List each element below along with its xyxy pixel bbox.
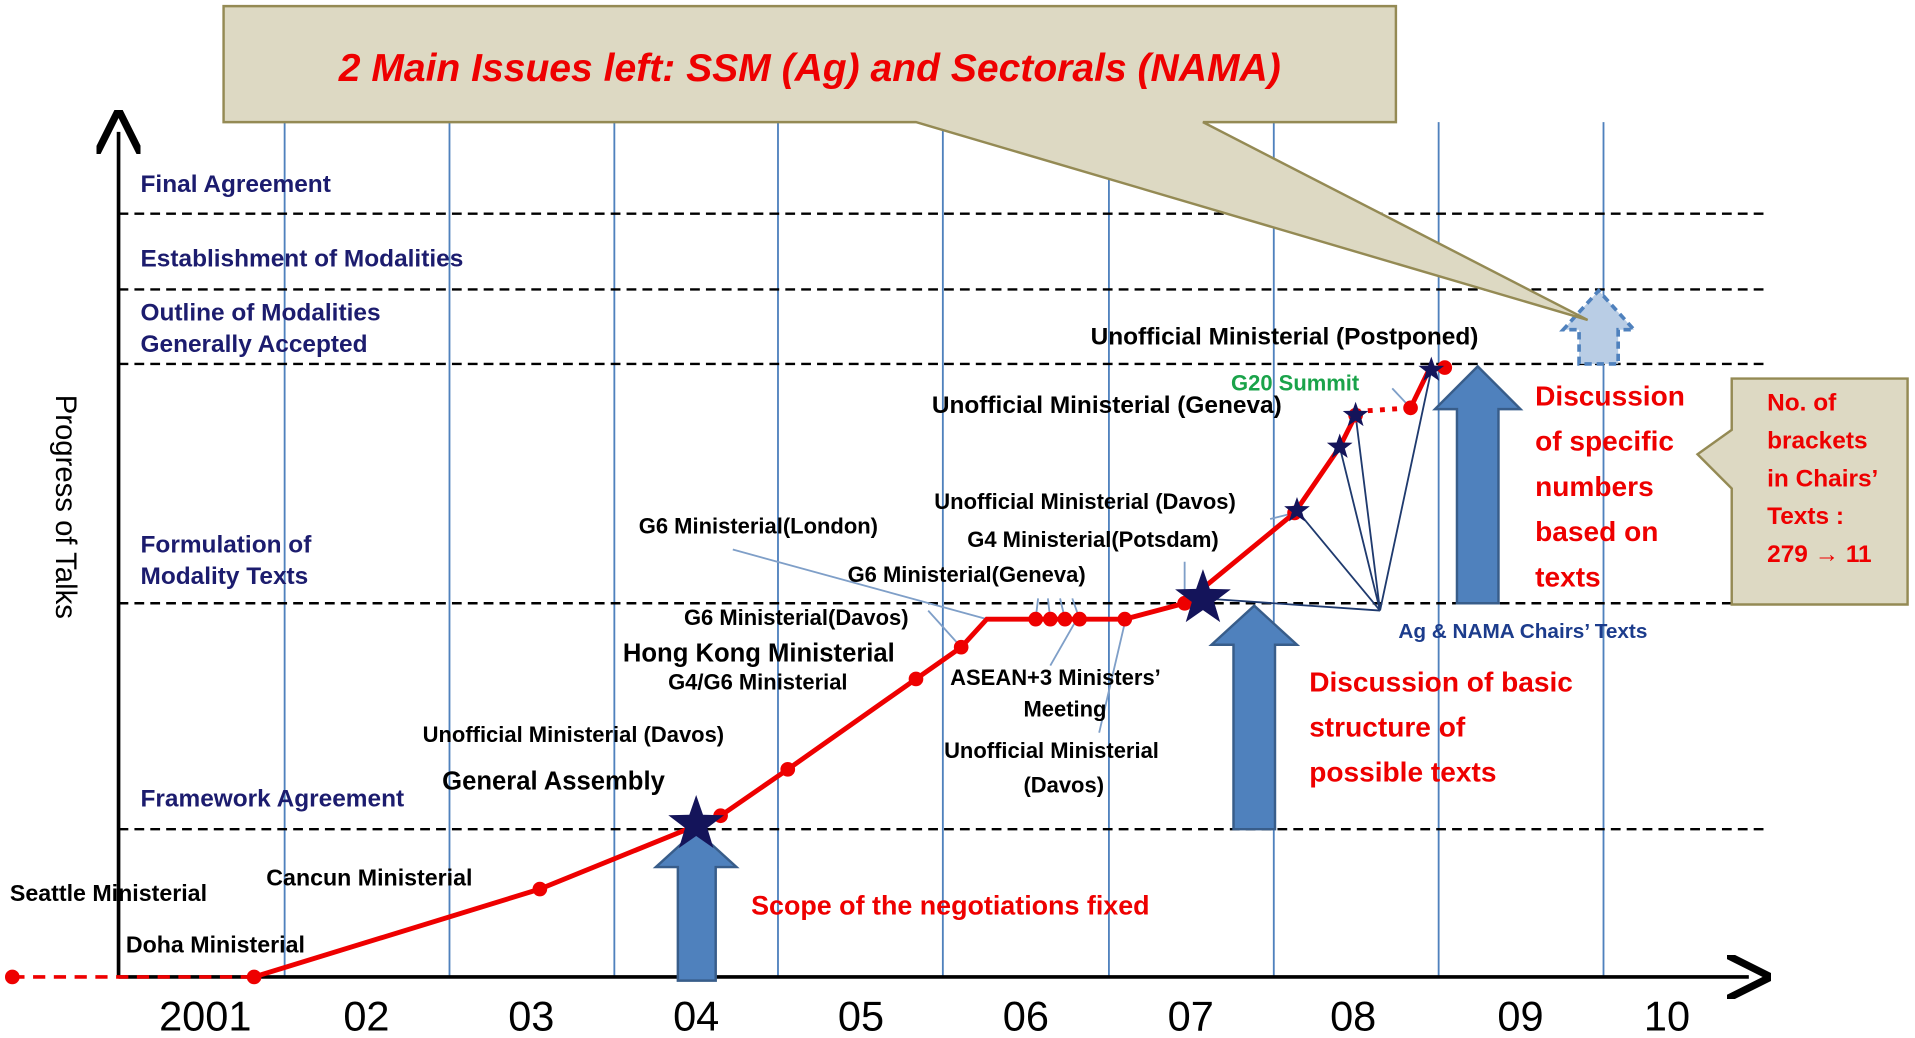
event-star [1342,401,1369,427]
event-label: Ag & NAMA Chairs’ Texts [1398,620,1647,643]
event-dot [953,639,969,655]
annotation: Scope of the negotiations fixed [751,890,1149,920]
arrow-up [1208,604,1301,831]
event-dot [1117,611,1133,627]
event-dot [908,671,924,687]
event-label: Seattle Ministerial [10,880,207,906]
event-label: Unofficial Ministerial (Davos) [934,489,1236,514]
event-label: G4 Ministerial(Potsdam) [967,527,1218,552]
year-label: 06 [1003,993,1049,1038]
event-dot [1057,611,1073,627]
year-label: 09 [1497,993,1543,1038]
stage-label: Modality Texts [141,563,309,590]
annotation: Discussion [1535,381,1685,412]
annotation: in Chairs’ [1767,465,1878,492]
annotation: structure of [1309,711,1466,742]
arrow-up [652,828,740,982]
event-label: G6 Ministerial(Geneva) [848,562,1086,587]
y-axis-label: Progress of Talks [49,395,82,619]
callout-box [222,4,1589,322]
event-label: Doha Ministerial [126,932,305,958]
chairs-text-lines [1202,369,1433,612]
event-label: Unofficial Ministerial (Geneva) [932,392,1282,419]
event-label: Unofficial Ministerial (Davos) [423,722,725,747]
annotation: 279 → 11 [1767,541,1872,568]
event-stars [668,356,1445,848]
event-label: G4/G6 Ministerial [668,670,847,695]
year-label: 04 [673,993,719,1038]
event-label: ASEAN+3 Ministers’ [950,665,1161,690]
year-label: 07 [1168,993,1214,1038]
event-star [668,794,725,848]
stage-label: Framework Agreement [141,785,405,812]
event-dot [1437,360,1453,375]
event-label: G6 Ministerial(Davos) [684,605,909,630]
progress-line-dotted [1355,405,1411,414]
event-label: Unofficial Ministerial [944,738,1159,763]
year-label: 05 [838,993,884,1038]
stage-label: Final Agreement [141,171,331,198]
stage-label: Formulation of [141,531,313,558]
event-dot [1028,611,1043,627]
year-label: 08 [1330,993,1376,1038]
event-label: Unofficial Ministerial (Postponed) [1091,324,1479,351]
year-label: 02 [343,993,389,1038]
event-dot [1403,400,1418,416]
year-label: 10 [1644,993,1690,1038]
event-label: Cancun Ministerial [266,864,472,890]
labels: 2 Main Issues left: SSM (Ag) and Sectora… [10,47,1878,1038]
annotation: texts [1535,561,1601,592]
year-label: 2001 [159,993,251,1038]
event-star [1284,497,1310,522]
event-dot [1042,611,1058,627]
event-label: G6 Ministerial(London) [639,513,878,538]
event-dot [1177,595,1192,611]
event-label: G20 Summit [1231,370,1360,395]
event-star [1326,433,1353,458]
event-star [1418,356,1445,381]
stage-label: Establishment of Modalities [141,246,464,273]
stage-label: Outline of Modalities [141,299,381,326]
callout-text: 2 Main Issues left: SSM (Ag) and Sectora… [338,47,1281,90]
year-gridlines [283,122,1605,977]
year-label: 03 [508,993,554,1038]
annotation: possible texts [1309,757,1496,788]
stage-label: Generally Accepted [141,331,368,358]
arrow-future [1559,287,1639,366]
event-dot [4,969,20,985]
annotation: brackets [1767,428,1867,455]
arrow-up [1432,364,1524,605]
event-label: (Davos) [1023,772,1104,797]
event-dot [532,881,548,897]
annotation: based on [1535,516,1658,547]
annotation: numbers [1535,471,1654,502]
event-label: General Assembly [442,768,665,796]
event-dot [246,969,262,985]
annotation: of specific [1535,426,1674,457]
event-dot [780,762,796,777]
event-dot [1072,611,1087,627]
annotation: Texts : [1767,503,1844,530]
event-label: Meeting [1023,697,1106,722]
note-box [1695,377,1909,606]
annotation: No. of [1767,390,1837,417]
event-star [1175,569,1231,623]
event-label: Hong Kong Ministerial [623,639,895,667]
annotation: Discussion of basic [1309,666,1573,697]
